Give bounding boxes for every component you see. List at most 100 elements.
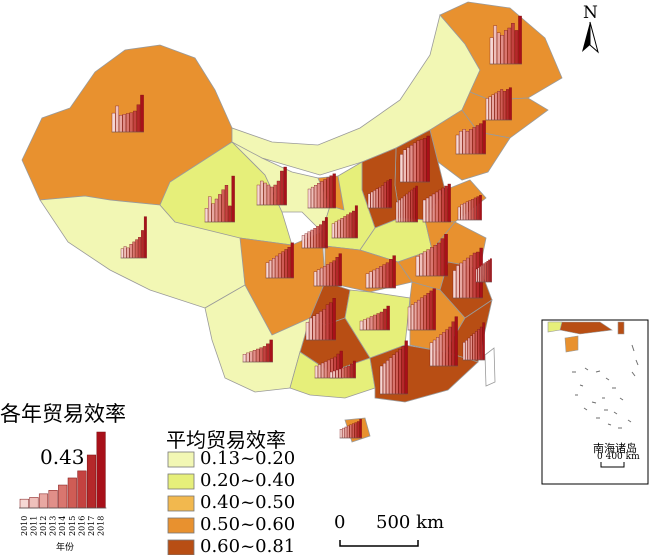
province-bar	[485, 98, 489, 121]
sample-year-label-2018: 2018	[97, 516, 106, 536]
province-bar	[350, 363, 353, 379]
province-bar	[363, 319, 367, 331]
province-bar	[441, 187, 445, 223]
province-bar	[482, 263, 485, 283]
sample-axis-label: 年份	[56, 543, 75, 553]
province-bar	[459, 131, 463, 155]
scale-bar-zero: 0	[334, 512, 346, 533]
province-bar	[317, 183, 321, 209]
province-bar	[412, 187, 416, 223]
province-chart-liaoning	[455, 120, 486, 155]
province-bar	[366, 317, 370, 331]
province-bar	[280, 170, 284, 206]
province-chart-jiangxi	[429, 316, 458, 367]
province-bar	[275, 255, 279, 279]
province-bar	[395, 351, 399, 395]
province-bar	[335, 369, 339, 379]
province-bar	[342, 427, 345, 439]
province-chart-hebei	[395, 185, 418, 223]
province-bar	[259, 347, 263, 363]
province-bar	[349, 424, 352, 439]
province-bar	[344, 366, 348, 379]
province-chart-hunan	[359, 305, 390, 331]
province-bar	[344, 426, 348, 439]
province-bar	[263, 182, 267, 206]
province-bar	[471, 199, 474, 221]
province-bar	[506, 89, 509, 121]
province-bar	[415, 256, 420, 277]
province-bar	[481, 264, 483, 283]
province-bar	[273, 184, 277, 206]
province-bar	[413, 142, 417, 183]
province-bar	[383, 182, 387, 209]
province-bar	[470, 335, 473, 361]
province-bar	[439, 334, 443, 367]
province-bar	[359, 419, 362, 439]
province-bar	[466, 257, 470, 299]
province-bar	[290, 242, 294, 279]
legend-label-1: 0.20~0.40	[200, 470, 296, 491]
sample-bar-2017	[86, 454, 97, 509]
province-bar	[120, 248, 124, 259]
province-bar	[278, 253, 282, 279]
province-bar	[473, 197, 477, 221]
province-bar	[401, 346, 405, 395]
legend-swatch-0	[167, 451, 195, 468]
province-bar	[426, 135, 430, 183]
province-bar	[354, 205, 358, 239]
province-bar	[423, 295, 427, 331]
province-bar	[356, 421, 360, 439]
sample-year-label-2015: 2015	[68, 516, 77, 536]
legend-label-0: 0.13~0.20	[200, 448, 296, 469]
province-bar	[335, 257, 339, 287]
province-bar	[265, 262, 269, 279]
province-bar	[379, 365, 383, 395]
province-bar	[503, 91, 506, 121]
province-bar	[379, 266, 383, 289]
province-bar	[224, 185, 229, 223]
province-chart-shaanxi	[331, 205, 358, 239]
province-bar	[468, 200, 472, 221]
province-bar	[122, 114, 126, 133]
province-bar	[475, 125, 480, 155]
province-bar	[332, 173, 336, 209]
province-bar	[422, 199, 426, 223]
province-bar	[475, 268, 478, 283]
province-bar	[472, 252, 477, 299]
province-bar	[141, 230, 144, 259]
sample-bar-2012	[38, 493, 49, 509]
province-bar	[490, 258, 492, 283]
province-bar	[307, 231, 311, 249]
province-bar	[460, 204, 464, 221]
province-bar	[370, 191, 374, 209]
province-bar	[115, 105, 119, 133]
province-bar	[489, 37, 494, 65]
province-bar	[429, 290, 433, 331]
province-bar	[465, 201, 469, 221]
province-bar	[347, 365, 350, 379]
province-bar	[479, 123, 483, 155]
province-chart-henan	[365, 255, 396, 289]
province-chart-yunnan	[242, 339, 273, 363]
province-bar	[332, 298, 336, 341]
inset-coast-guangxi	[547, 321, 563, 333]
province-bar	[266, 343, 270, 363]
province-bar	[126, 113, 130, 133]
province-bar	[404, 340, 408, 395]
province-chart-tianjin	[422, 183, 451, 223]
province-bar	[319, 311, 323, 341]
scale-bar	[339, 540, 419, 547]
province-bar	[500, 89, 504, 121]
province-chart-guangxi	[329, 360, 356, 379]
province-bar	[436, 337, 440, 367]
province-bar	[316, 226, 320, 249]
province-bar	[381, 185, 384, 209]
province-bar	[403, 195, 406, 223]
province-bar	[373, 314, 377, 331]
province-bar	[472, 127, 476, 155]
province-chart-anhui	[415, 234, 448, 277]
province-chart-chongqing	[305, 298, 336, 341]
province-bar	[482, 322, 485, 361]
province-bar	[262, 346, 267, 363]
